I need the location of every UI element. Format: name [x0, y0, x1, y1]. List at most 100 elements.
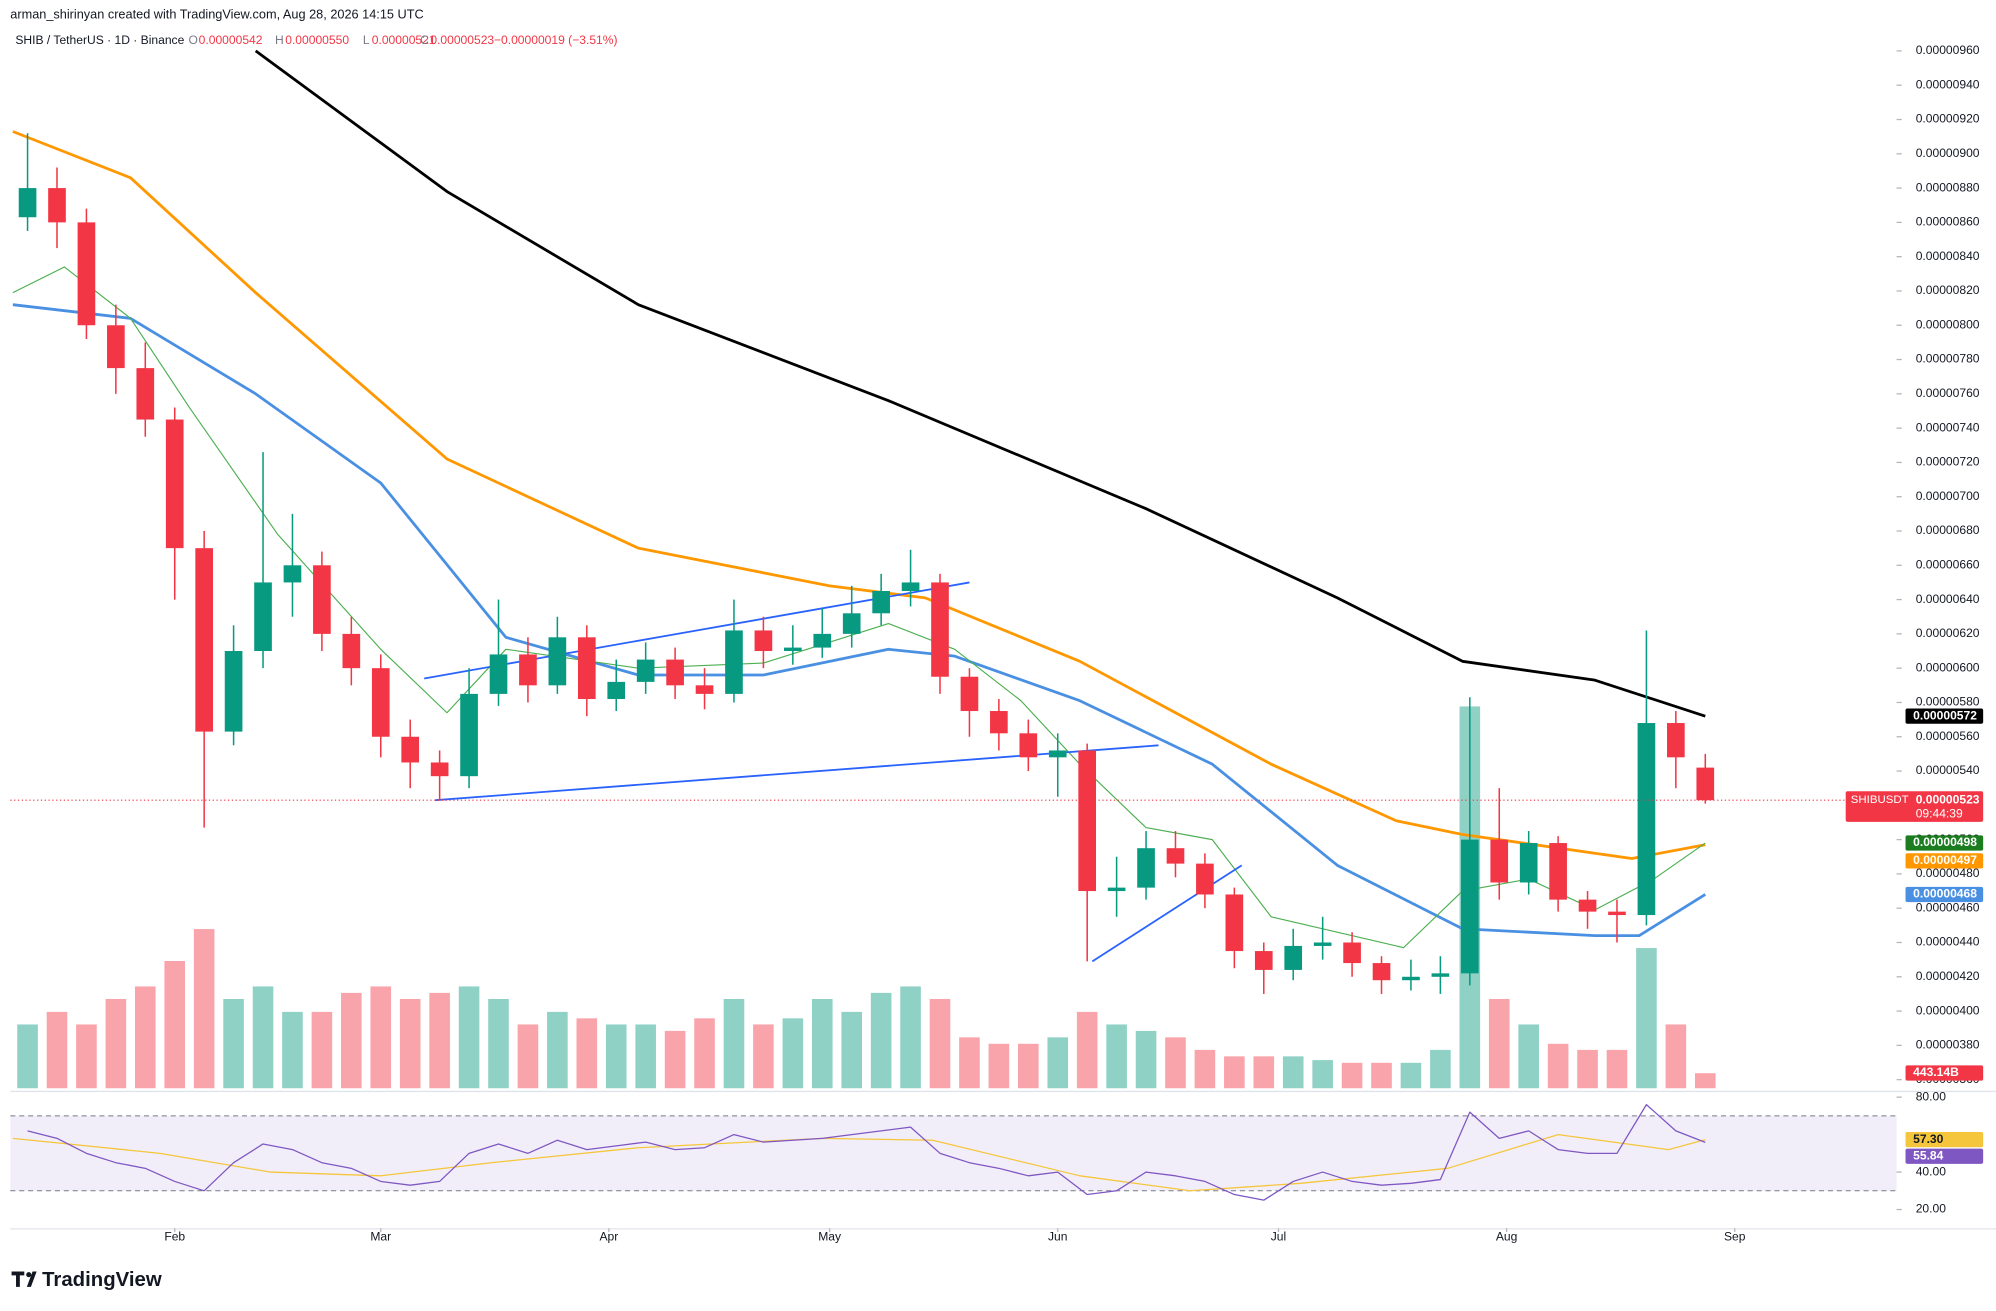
candle-body: [666, 659, 684, 686]
candle-body: [1048, 750, 1067, 758]
volume-bar: [311, 1011, 333, 1089]
volume-bar: [1018, 1043, 1039, 1089]
volume-bar: [1194, 1049, 1216, 1089]
y-tick-label: 0.00000600: [1916, 660, 1980, 674]
volume-bar: [1047, 1037, 1069, 1089]
y-tick-label: 0.00000480: [1916, 866, 1980, 880]
y-tick-label: 0.00000920: [1916, 112, 1980, 126]
candle-body: [401, 736, 420, 763]
ma-value-label-box: [1905, 853, 1984, 869]
candle-body: [960, 676, 979, 712]
y-tick-label: 0.00000740: [1916, 420, 1980, 434]
candle-body: [1519, 843, 1538, 883]
legend-value: 0.00000550: [285, 33, 349, 47]
rsi-band: [10, 1115, 1897, 1191]
y-tick-label: 0.00000760: [1916, 386, 1980, 400]
y-tick-label: 0.00000940: [1916, 77, 1980, 91]
candle-body: [224, 651, 243, 732]
moving-average: [12, 303, 1707, 938]
candle-body: [1225, 894, 1244, 952]
legend-change: −0.00000019 (−3.51%): [494, 33, 618, 47]
candle-body: [1196, 863, 1214, 895]
x-tick-label: Sep: [1724, 1229, 1746, 1243]
volume-bar: [252, 986, 274, 1089]
volume-bar: [988, 1043, 1010, 1089]
volume-bar: [46, 1011, 68, 1089]
y-tick-label: 0.00000580: [1916, 695, 1980, 709]
candle-body: [901, 582, 920, 592]
y-tick-label: 0.00000560: [1916, 729, 1980, 743]
rsi-line: [27, 1103, 1706, 1201]
ma-value-label: 0.00000468: [1913, 887, 1977, 901]
candle-body: [460, 693, 478, 777]
candle-body: [18, 188, 37, 218]
ma-value-label: 0.00000572: [1913, 708, 1977, 722]
candle-body: [1107, 887, 1126, 892]
candle-body: [931, 582, 949, 677]
candle-body: [1284, 945, 1303, 970]
volume-bar: [576, 1018, 598, 1089]
volume-bar: [76, 1024, 97, 1089]
y-tick-label: 0.00000420: [1916, 969, 1980, 983]
y-tick-label: 0.00000860: [1916, 215, 1980, 229]
candle-body: [1078, 750, 1097, 892]
volume-bar: [282, 1011, 303, 1089]
volume-label-box: [1905, 1065, 1984, 1081]
rsi-ma-line: [12, 1133, 1706, 1192]
volume-bar: [1165, 1037, 1186, 1089]
candle-body: [254, 582, 272, 652]
y-tick-label: 0.00000720: [1916, 455, 1980, 469]
volume-label: 443.14B: [1913, 1065, 1959, 1079]
rsi-label-box: [1905, 1148, 1984, 1164]
candle-body: [990, 711, 1008, 734]
rsi-tick-label: 80.00: [1916, 1089, 1947, 1103]
y-tick-label: 0.00000700: [1916, 489, 1980, 503]
volume-bar: [1488, 998, 1510, 1089]
candle-body: [371, 668, 390, 737]
volume-bar: [1282, 1056, 1304, 1089]
volume-bar: [664, 1030, 686, 1089]
candle-body: [725, 630, 743, 694]
volume-bar: [341, 992, 362, 1089]
candle-body: [430, 762, 449, 777]
legend-key: H: [275, 33, 284, 47]
volume-bar: [694, 1018, 715, 1089]
volume-bar: [782, 1018, 804, 1089]
volume-bar: [1312, 1060, 1333, 1089]
candle-body: [1166, 848, 1185, 864]
candle-body: [1137, 848, 1155, 888]
candle-body: [784, 647, 802, 652]
y-tick-label: 0.00000440: [1916, 935, 1980, 949]
volume-bar: [517, 1024, 539, 1089]
volume-bar: [1106, 1024, 1127, 1089]
volume-bar: [635, 1024, 656, 1089]
candle-body: [813, 633, 832, 648]
candle-body: [548, 637, 567, 686]
trendline: [435, 744, 1159, 802]
trendline: [1091, 864, 1243, 963]
volume-bar: [1400, 1062, 1422, 1089]
rsi-ma-label: 57.30: [1913, 1132, 1944, 1146]
volume-bar: [17, 1024, 38, 1089]
volume-bar: [1135, 1030, 1157, 1089]
ma-value-label: 0.00000498: [1913, 835, 1977, 849]
y-tick-label: 0.00000460: [1916, 900, 1980, 914]
volume-bar: [959, 1037, 980, 1089]
volume-bar: [1076, 1011, 1098, 1089]
volume-bar: [1636, 948, 1657, 1089]
brand-logo: [11, 1271, 37, 1287]
volume-bar: [841, 1011, 863, 1089]
x-tick-label: Feb: [164, 1229, 185, 1243]
price-label: 0.00000523: [1916, 792, 1980, 806]
legend-value: 0.00000523: [430, 33, 494, 47]
ma-value-label: 0.00000497: [1913, 853, 1977, 867]
volume-bar: [1665, 1024, 1687, 1089]
volume-bar: [429, 992, 450, 1089]
candle-body: [842, 613, 861, 634]
candle-body: [283, 565, 302, 583]
x-tick-label: Mar: [370, 1229, 391, 1243]
legend-key: O: [188, 33, 197, 47]
volume-bar: [105, 998, 127, 1089]
moving-average: [254, 49, 1706, 718]
candle-body: [695, 685, 714, 694]
